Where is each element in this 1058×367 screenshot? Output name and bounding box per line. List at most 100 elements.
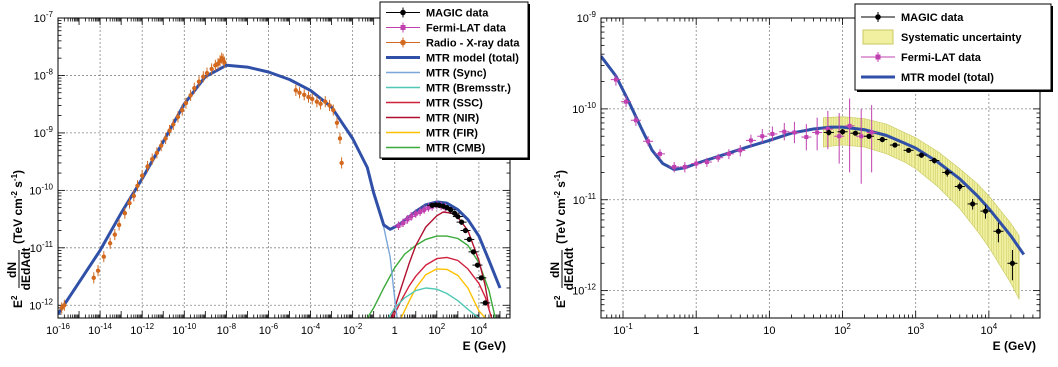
magic-point (1009, 260, 1016, 266)
y-tick-label: 10-12 (29, 297, 53, 312)
x-tick-label-base: 10 (428, 325, 440, 337)
x-tick-label: 10-4 (301, 322, 321, 337)
y-axis-title-unit: (TeV cm-2 s-1) (10, 170, 25, 244)
x-tick-label: 10-2 (343, 322, 363, 337)
x-tick-label-exp: 3 (920, 322, 925, 331)
radio-xray-point (175, 114, 181, 120)
magic-point (892, 142, 898, 148)
x-tick-label: 10-8 (217, 322, 237, 337)
x-tick-label-exp: 2 (441, 322, 446, 331)
x-tick-label-exp: -4 (313, 322, 321, 331)
legend-label-radio-x-ray-data: Radio - X-ray data (426, 38, 520, 50)
y-tick-label-exp: -12 (584, 283, 596, 292)
radio-xray-point (107, 241, 113, 246)
radio-xray-point (188, 93, 193, 98)
y-tick-label: 10-9 (577, 10, 597, 25)
legend-label-fermi-lat-data: Fermi-LAT data (426, 23, 507, 35)
fermi-point (859, 134, 864, 139)
x-tick-label-base: 10 (343, 325, 355, 337)
radio-xray-point (163, 136, 168, 141)
radio-xray-point (209, 66, 214, 72)
magic-point (466, 236, 472, 243)
radio-xray-point (91, 275, 96, 281)
y-tick-label-base: 10 (572, 286, 584, 298)
x-tick-label: 10-14 (88, 322, 112, 337)
y-tick-label-exp: -10 (41, 182, 53, 191)
x-tick-label: 10-1 (613, 322, 633, 337)
fermi-point (694, 161, 699, 166)
y-tick-label: 10-7 (34, 10, 54, 25)
x-tick-label-base: 10 (763, 325, 775, 337)
radio-xray-point (183, 100, 189, 106)
y-tick-label-exp: -11 (585, 192, 597, 201)
magic-point (918, 152, 925, 158)
x-tick-label-base: 10 (88, 325, 100, 337)
magic-point (995, 228, 1001, 234)
magic-point (970, 201, 976, 207)
y-tick-label-base: 10 (30, 243, 42, 255)
radio-xray-point (167, 128, 172, 133)
legend-label-mtr-ssc: MTR (SSC) (426, 98, 483, 110)
radio-xray-point (323, 99, 328, 104)
magic-point (470, 249, 477, 255)
radio-xray-point (127, 200, 132, 206)
legend-label-mtr-model-total: MTR model (total) (426, 53, 519, 65)
y-axis-title-den: dEdAdt (562, 248, 576, 291)
unit-exp: -1 (553, 173, 562, 181)
radio-xray-point (171, 122, 176, 127)
x-tick-label-base: 10 (981, 325, 993, 337)
x-tick-label-exp: -1 (626, 322, 634, 331)
x-tick-label: 102 (428, 322, 445, 337)
legend-label-mtr-fir: MTR (FIR) (426, 128, 478, 140)
magic-point (474, 262, 481, 268)
legend-label-mtr-bremsstr: MTR (Bremsstr.) (426, 83, 511, 95)
x-tick-label-base: 1 (392, 325, 398, 337)
legend-marker (400, 9, 406, 16)
magic-point (879, 136, 885, 143)
unit-part: ) (11, 170, 25, 174)
plot-area (601, 55, 1026, 300)
legend-label-systematic-uncertainty: Systematic uncertainty (901, 32, 1022, 44)
fermi-point (409, 214, 414, 219)
y-tick-label-exp: -9 (46, 125, 54, 134)
y-axis-title-num: dN (5, 262, 19, 278)
radio-xray-point (112, 232, 118, 237)
y-tick-label: 10-10 (29, 182, 53, 197)
fermi-point (646, 139, 651, 144)
radio-xray-point (204, 70, 210, 76)
fermi-point (847, 123, 852, 128)
fermi-point (726, 151, 731, 156)
y-tick-label-base: 10 (572, 104, 584, 116)
radio-xray-point (339, 160, 344, 166)
y-axis-title-den: dEdAdt (19, 248, 33, 291)
legend: MAGIC data Systematic uncertainty Fermi-LA… (854, 3, 1053, 92)
y-axis-title-prefix: E2 (553, 295, 568, 308)
x-tick-label-base: 10 (613, 325, 625, 337)
magic-point (462, 227, 469, 234)
x-tick-label-base: 10 (46, 325, 58, 337)
y-tick-label: 10-11 (573, 192, 597, 207)
x-tick-label: 10-16 (46, 322, 70, 337)
fermi-point (782, 129, 787, 134)
legend-marker (400, 25, 406, 30)
radio-xray-point (192, 85, 197, 91)
legend: MAGIC data Fermi-LAT data Radio - X-ray da… (379, 1, 530, 160)
magic-point (826, 129, 832, 136)
radio-xray-point (158, 143, 164, 148)
radio-xray-point (306, 94, 311, 100)
x-tick-label: 10-10 (172, 322, 196, 337)
unit-exp: -2 (10, 191, 19, 199)
y-tick-label-base: 10 (29, 300, 41, 312)
radio-xray-point (327, 103, 332, 108)
plot-frame (57, 17, 511, 319)
fermi-point (760, 134, 765, 139)
fermi-point (804, 135, 809, 140)
fermi-point (748, 138, 753, 143)
x-tick-label-base: 10 (834, 325, 846, 337)
left-panel: 10-16 10-14 10-12 10-10 10-8 10-6 10-4 10-2 1 102… (5, 1, 530, 353)
x-tick-label: 104 (981, 322, 998, 337)
y-axis-title-prefix: E2 (10, 295, 25, 308)
magic-point (839, 129, 846, 135)
x-tick-label-base: 10 (130, 325, 142, 337)
